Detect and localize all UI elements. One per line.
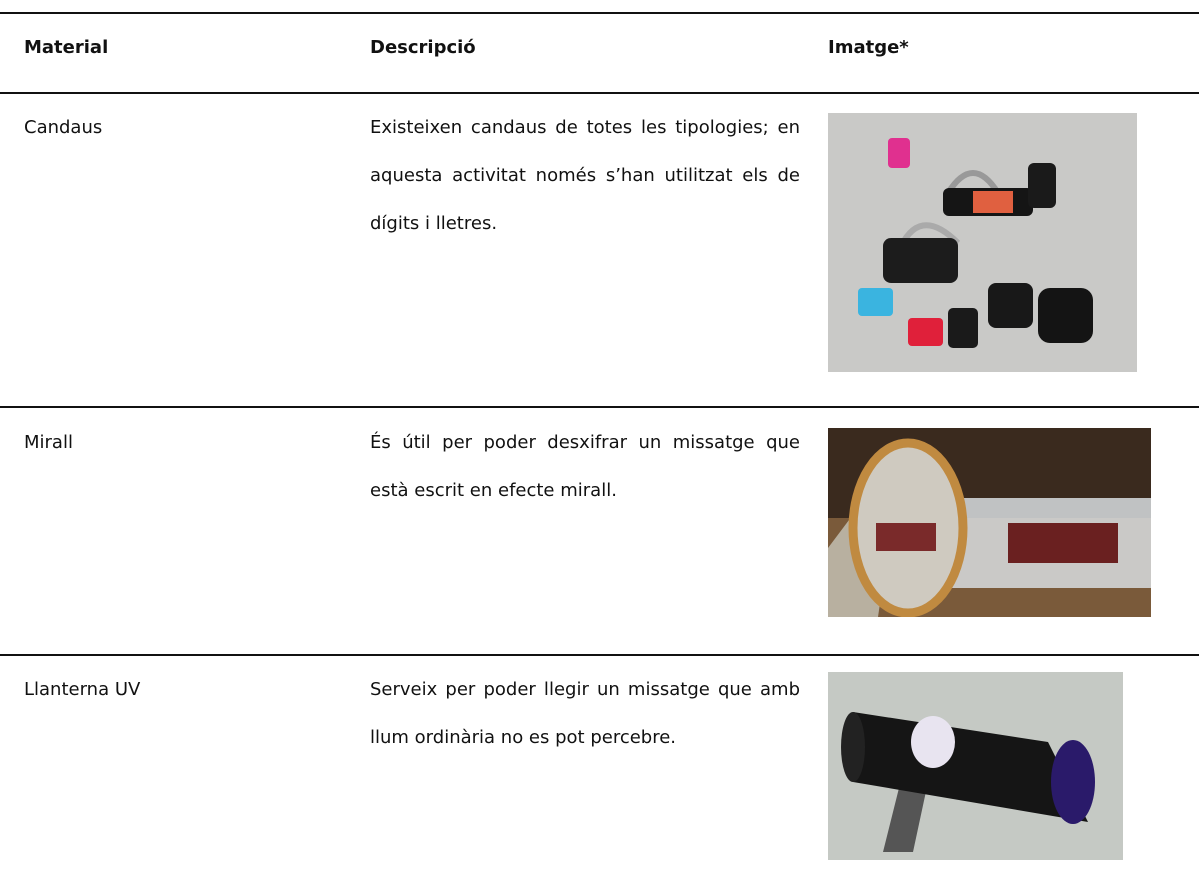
- header: Material: [24, 37, 109, 58]
- table-rule: [0, 654, 1199, 656]
- padlocks-photo: [828, 113, 1137, 372]
- mirror-photo: [828, 428, 1151, 617]
- table-rule: [0, 12, 1199, 14]
- table-rule: [0, 406, 1199, 408]
- header: Imatge*: [828, 37, 909, 58]
- header: Descripció: [370, 37, 476, 58]
- description: Existeixen candaus de totes les tipologi…: [370, 117, 800, 234]
- description: És útil per poder desxifrar un missatge …: [370, 432, 800, 501]
- description: Serveix per poder llegir un missatge que…: [370, 679, 800, 748]
- material: Mirall: [24, 432, 73, 453]
- material: Llanterna UV: [24, 679, 141, 700]
- uv-torch-photo: [828, 672, 1123, 860]
- material: Candaus: [24, 117, 103, 138]
- table-rule: [0, 92, 1199, 94]
